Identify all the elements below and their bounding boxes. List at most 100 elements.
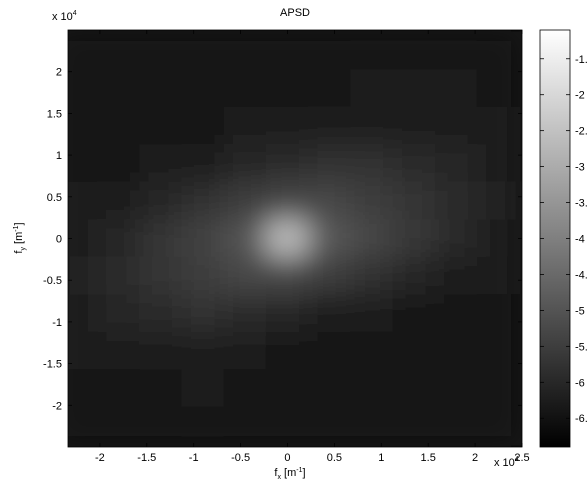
x-multiplier: x 104 (494, 456, 519, 469)
heatmap-cell (308, 256, 352, 296)
heatmap-cell (476, 181, 521, 221)
heatmap-cell (476, 31, 521, 71)
heatmap-cell (476, 219, 521, 258)
heatmap-cell (223, 31, 267, 71)
colorbar-tick-label: -6.5 (575, 413, 588, 425)
heatmap-cell (350, 294, 394, 333)
heatmap-cell (434, 31, 478, 71)
heatmap-cell (68, 294, 99, 333)
heatmap-cell (139, 219, 183, 258)
heatmap-cell (476, 331, 521, 371)
x-multiplier-base: x 10 (494, 457, 515, 469)
heatmap-cell (223, 256, 267, 296)
heatmap-cell (181, 294, 225, 333)
heatmap-cell (97, 331, 141, 371)
heatmap-cell (223, 181, 267, 221)
colorbar-tick-label: -2.5 (575, 126, 588, 138)
heatmap-cell (265, 181, 310, 221)
x-tick-label: -0.5 (231, 452, 250, 464)
heatmap-cell (223, 219, 267, 258)
heatmap-cell (350, 219, 394, 258)
heatmap-cell (265, 219, 310, 258)
heatmap-cell (434, 331, 478, 371)
colorbar-tick-label: -3 (575, 162, 585, 174)
heatmap-cell (181, 144, 225, 183)
heatmap-cell (265, 106, 310, 146)
heatmap-cell (350, 144, 394, 183)
chart-title: APSD (280, 7, 310, 19)
heatmap-cell (308, 144, 352, 183)
heatmap-cell (68, 106, 99, 146)
y-label-sup: -1 (13, 225, 20, 231)
heatmap-cell (139, 181, 183, 221)
heatmap-cell (392, 369, 436, 408)
y-label-sub: y (20, 247, 27, 251)
heatmap-cell (265, 406, 310, 446)
heatmap-cell (97, 69, 141, 108)
heatmap-cell (392, 294, 436, 333)
heatmap-cell (68, 69, 99, 108)
y-label-base: f (13, 250, 25, 254)
heatmap-cell (139, 144, 183, 183)
y-tick-label: 1.5 (47, 108, 62, 120)
heatmap-cell (139, 106, 183, 146)
x-tick-label: -1.5 (137, 452, 156, 464)
heatmap-cell (265, 31, 310, 71)
heatmap-cell (68, 369, 99, 408)
heatmap-cell (97, 219, 141, 258)
y-axis-label: fy [m-1] (13, 222, 27, 253)
x-label-sup: -1 (296, 467, 302, 474)
heatmap-cell (97, 406, 141, 446)
heatmap-cell (308, 219, 352, 258)
x-label-unit: [m (281, 467, 296, 479)
heatmap-cells (68, 31, 521, 446)
colorbar-tick-label: -4 (575, 234, 585, 246)
heatmap-cell (265, 331, 310, 371)
heatmap-cell (350, 256, 394, 296)
heatmap-cell (265, 144, 310, 183)
heatmap-cell (308, 406, 352, 446)
colorbar-tick-label: -3.5 (575, 198, 588, 210)
heatmap-cell (181, 406, 225, 446)
heatmap-cell (181, 69, 225, 108)
y-label-close: ] (13, 222, 25, 225)
heatmap-cell (181, 369, 225, 408)
heatmap-cell (392, 106, 436, 146)
heatmap-cell (476, 369, 521, 408)
heatmap-cell (476, 144, 521, 183)
heatmap-cell (392, 69, 436, 108)
colorbar-tick-label: -5 (575, 305, 585, 317)
x-multiplier-exp: 4 (515, 456, 519, 463)
heatmap-cell (434, 69, 478, 108)
heatmap-cell (476, 256, 521, 296)
heatmap-cell (223, 69, 267, 108)
heatmap-cell (350, 106, 394, 146)
heatmap-cell (434, 406, 478, 446)
heatmap-cell (68, 219, 99, 258)
heatmap-cell (97, 144, 141, 183)
heatmap (68, 31, 521, 446)
heatmap-cell (265, 69, 310, 108)
heatmap-cell (265, 256, 310, 296)
colorbar-tick-label: -1.5 (575, 54, 588, 66)
heatmap-cell (476, 106, 521, 146)
heatmap-cell (181, 106, 225, 146)
heatmap-cell (350, 69, 394, 108)
heatmap-cell (350, 31, 394, 71)
y-tick-label: -0.5 (43, 275, 62, 287)
heatmap-cell (350, 181, 394, 221)
heatmap-cell (434, 219, 478, 258)
heatmap-cell (97, 106, 141, 146)
x-axis-label: fx [m-1] (274, 467, 305, 481)
heatmap-cell (476, 406, 521, 446)
heatmap-cell (265, 294, 310, 333)
y-tick-label: -1 (52, 317, 62, 329)
x-tick-label: 2 (472, 452, 478, 464)
heatmap-cell (139, 406, 183, 446)
heatmap-cell (308, 69, 352, 108)
heatmap-cell (68, 31, 99, 71)
heatmap-cell (223, 144, 267, 183)
x-tick-label: 1.5 (421, 452, 436, 464)
heatmap-cell (223, 294, 267, 333)
